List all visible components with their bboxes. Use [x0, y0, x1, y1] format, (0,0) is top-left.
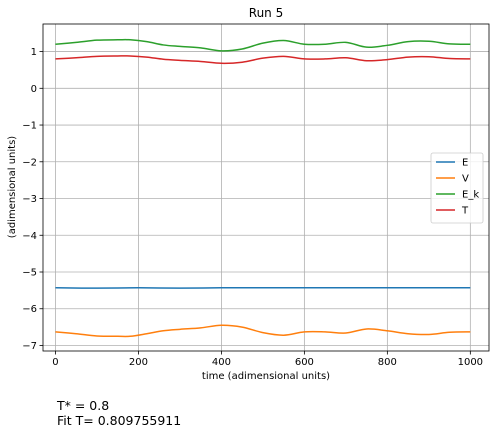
chart-title: Run 5	[249, 6, 283, 20]
y-tick-label: −2	[22, 157, 37, 168]
series-line-v	[55, 324, 471, 338]
plot-frame	[42, 23, 490, 352]
legend-label: E_k	[462, 190, 479, 201]
axis-ticks: 0 200 400 600 800 1000 1 0 −1 −2 −3 −4 −5 −6 −7	[22, 47, 483, 368]
legend: EV E_k T	[430, 152, 484, 224]
legend-label: T	[461, 206, 469, 217]
fit-t-note: Fit T= 0.809755911	[57, 413, 182, 428]
x-tick-label: 1000	[458, 357, 483, 368]
y-tick-label: 1	[31, 47, 37, 58]
x-tick-label: 600	[295, 357, 314, 368]
x-tick-label: 200	[129, 357, 148, 368]
y-tick-label: 0	[31, 84, 37, 95]
y-tick-label: −7	[22, 341, 37, 352]
legend-label: V	[462, 174, 469, 185]
series-line-e-k	[55, 38, 471, 52]
y-tick-label: −4	[22, 231, 37, 242]
t-star-note: T* = 0.8	[57, 398, 110, 413]
x-tick-label: 400	[212, 357, 231, 368]
x-axis-label: time (adimensional units)	[202, 371, 330, 382]
x-tick-label: 800	[378, 357, 397, 368]
y-tick-label: −6	[22, 304, 37, 315]
grid	[43, 24, 489, 351]
y-tick-label: −1	[22, 121, 37, 132]
y-axis-label: (adimensional units)	[7, 136, 18, 239]
series-line-t	[55, 55, 471, 65]
x-tick-label: 0	[52, 357, 58, 368]
legend-box	[430, 152, 484, 224]
series-lines	[55, 38, 471, 338]
y-tick-label: −5	[22, 268, 37, 279]
y-tick-label: −3	[22, 194, 37, 205]
legend-label: E	[462, 158, 468, 169]
